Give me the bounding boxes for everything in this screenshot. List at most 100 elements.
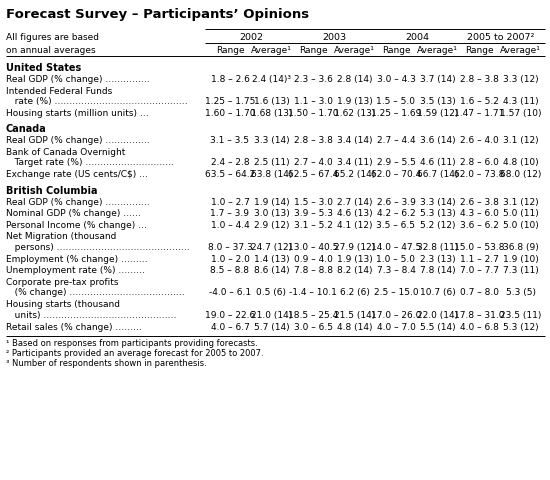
Text: 1.9 (14): 1.9 (14): [254, 198, 289, 206]
Text: 1.59 (12): 1.59 (12): [417, 109, 458, 118]
Text: 1.62 (13): 1.62 (13): [334, 109, 375, 118]
Text: 1.9 (13): 1.9 (13): [337, 254, 372, 264]
Text: 4.2 – 6.2: 4.2 – 6.2: [377, 209, 415, 218]
Text: British Columbia: British Columbia: [6, 186, 97, 195]
Text: -1.4 – 10.1: -1.4 – 10.1: [289, 288, 337, 297]
Text: Net Migration (thousand: Net Migration (thousand: [6, 232, 117, 241]
Text: 1.0 – 4.4: 1.0 – 4.4: [211, 220, 249, 229]
Text: Real GDP (% change) ……………: Real GDP (% change) ……………: [6, 136, 150, 145]
Text: 62.5 – 67.4: 62.5 – 67.4: [288, 170, 338, 179]
Text: 1.1 – 3.0: 1.1 – 3.0: [294, 97, 333, 106]
Text: 22.0 (14): 22.0 (14): [417, 311, 458, 319]
Text: 19.0 – 22.6: 19.0 – 22.6: [205, 311, 255, 319]
Text: Housing starts (thousand: Housing starts (thousand: [6, 300, 120, 309]
Text: 1.0 – 5.0: 1.0 – 5.0: [377, 254, 415, 264]
Text: 3.3 (14): 3.3 (14): [420, 198, 455, 206]
Text: Average¹: Average¹: [334, 46, 375, 55]
Text: Retail sales (% change) ………: Retail sales (% change) ………: [6, 323, 142, 331]
Text: 3.6 – 6.2: 3.6 – 6.2: [460, 220, 498, 229]
Text: Real GDP (% change) ……………: Real GDP (% change) ……………: [6, 198, 150, 206]
Text: 21.0 (14): 21.0 (14): [251, 311, 292, 319]
Text: ² Participants provided an average forecast for 2005 to 2007.: ² Participants provided an average forec…: [6, 349, 263, 358]
Text: (% change) …………………………………: (% change) …………………………………: [6, 288, 185, 297]
Text: 2.8 – 6.0: 2.8 – 6.0: [460, 158, 498, 167]
Text: 14.0 – 47.5: 14.0 – 47.5: [371, 242, 421, 252]
Text: 32.8 (11): 32.8 (11): [417, 242, 458, 252]
Text: 2003: 2003: [322, 33, 346, 42]
Text: 1.6 – 5.2: 1.6 – 5.2: [460, 97, 498, 106]
Text: 27.9 (12): 27.9 (12): [334, 242, 375, 252]
Text: 21.5 (14): 21.5 (14): [334, 311, 375, 319]
Text: 3.7 (14): 3.7 (14): [420, 75, 455, 84]
Text: 1.8 – 2.6: 1.8 – 2.6: [211, 75, 250, 84]
Text: 7.0 – 7.7: 7.0 – 7.7: [459, 266, 498, 275]
Text: 4.3 (11): 4.3 (11): [503, 97, 538, 106]
Text: 7.8 (14): 7.8 (14): [420, 266, 455, 275]
Text: 1.68 (13): 1.68 (13): [251, 109, 292, 118]
Text: 2.8 – 3.8: 2.8 – 3.8: [460, 75, 498, 84]
Text: 2.5 – 15.0: 2.5 – 15.0: [373, 288, 419, 297]
Text: 8.5 – 8.8: 8.5 – 8.8: [211, 266, 250, 275]
Text: 18.5 – 25.4: 18.5 – 25.4: [288, 311, 338, 319]
Text: 7.3 – 8.4: 7.3 – 8.4: [377, 266, 415, 275]
Text: 2.6 – 4.0: 2.6 – 4.0: [460, 136, 498, 145]
Text: Nominal GDP (% change) ……: Nominal GDP (% change) ……: [6, 209, 141, 218]
Text: 2002: 2002: [239, 33, 263, 42]
Text: Employment (% change) ………: Employment (% change) ………: [6, 254, 147, 264]
Text: Canada: Canada: [6, 124, 47, 134]
Text: units) ………………………………………: units) ………………………………………: [6, 311, 177, 319]
Text: 2.8 (14): 2.8 (14): [337, 75, 372, 84]
Text: 2.3 (13): 2.3 (13): [420, 254, 455, 264]
Text: Range: Range: [216, 46, 244, 55]
Text: 63.5 – 64.2: 63.5 – 64.2: [205, 170, 255, 179]
Text: 3.5 (13): 3.5 (13): [420, 97, 455, 106]
Text: 2.8 – 3.8: 2.8 – 3.8: [294, 136, 332, 145]
Text: 68.0 (12): 68.0 (12): [500, 170, 541, 179]
Text: 3.0 – 6.5: 3.0 – 6.5: [294, 323, 333, 331]
Text: United States: United States: [6, 63, 81, 73]
Text: 2.6 – 3.9: 2.6 – 3.9: [377, 198, 415, 206]
Text: Average¹: Average¹: [500, 46, 541, 55]
Text: 4.6 (13): 4.6 (13): [337, 209, 372, 218]
Text: 4.8 (14): 4.8 (14): [337, 323, 372, 331]
Text: 10.7 (6): 10.7 (6): [420, 288, 455, 297]
Text: Forecast Survey – Participants’ Opinions: Forecast Survey – Participants’ Opinions: [6, 8, 309, 21]
Text: Average¹: Average¹: [251, 46, 292, 55]
Text: 3.3 (14): 3.3 (14): [254, 136, 289, 145]
Text: Average¹: Average¹: [417, 46, 458, 55]
Text: 6.2 (6): 6.2 (6): [339, 288, 370, 297]
Text: All figures are based: All figures are based: [6, 33, 99, 42]
Text: ¹ Based on responses from participants providing forecasts.: ¹ Based on responses from participants p…: [6, 339, 258, 348]
Text: 1.50 – 1.70: 1.50 – 1.70: [288, 109, 338, 118]
Text: Unemployment rate (%) ………: Unemployment rate (%) ………: [6, 266, 145, 275]
Text: Personal Income (% change) …: Personal Income (% change) …: [6, 220, 147, 229]
Text: 17.0 – 26.0: 17.0 – 26.0: [371, 311, 421, 319]
Text: -4.0 – 6.1: -4.0 – 6.1: [209, 288, 251, 297]
Text: 13.0 – 40.5: 13.0 – 40.5: [288, 242, 338, 252]
Text: persons) ………………………………………: persons) ………………………………………: [6, 242, 190, 252]
Text: 4.0 – 7.0: 4.0 – 7.0: [377, 323, 415, 331]
Text: 8.6 (14): 8.6 (14): [254, 266, 289, 275]
Text: 4.1 (12): 4.1 (12): [337, 220, 372, 229]
Text: 2.4 (14)³: 2.4 (14)³: [252, 75, 291, 84]
Text: 3.1 – 3.5: 3.1 – 3.5: [211, 136, 250, 145]
Text: 7.8 – 8.8: 7.8 – 8.8: [294, 266, 333, 275]
Text: 2004: 2004: [405, 33, 430, 42]
Text: 4.6 (11): 4.6 (11): [420, 158, 455, 167]
Text: ³ Number of respondents shown in parenthesis.: ³ Number of respondents shown in parenth…: [6, 359, 207, 368]
Text: 2.9 (12): 2.9 (12): [254, 220, 289, 229]
Text: 2.3 – 3.6: 2.3 – 3.6: [294, 75, 332, 84]
Text: 1.47 – 1.71: 1.47 – 1.71: [454, 109, 504, 118]
Text: 3.4 (11): 3.4 (11): [337, 158, 372, 167]
Text: 1.25 – 1.69: 1.25 – 1.69: [371, 109, 421, 118]
Text: 2.7 (14): 2.7 (14): [337, 198, 372, 206]
Text: 65.2 (14): 65.2 (14): [334, 170, 375, 179]
Text: 2.4 – 2.8: 2.4 – 2.8: [211, 158, 249, 167]
Text: 3.6 (14): 3.6 (14): [420, 136, 455, 145]
Text: 66.7 (14): 66.7 (14): [417, 170, 458, 179]
Text: 63.8 (14): 63.8 (14): [251, 170, 292, 179]
Text: 1.60 – 1.70: 1.60 – 1.70: [205, 109, 255, 118]
Text: rate (%) ………………………………………: rate (%) ………………………………………: [6, 97, 188, 106]
Text: 1.1 – 2.7: 1.1 – 2.7: [460, 254, 498, 264]
Text: 1.6 (13): 1.6 (13): [254, 97, 289, 106]
